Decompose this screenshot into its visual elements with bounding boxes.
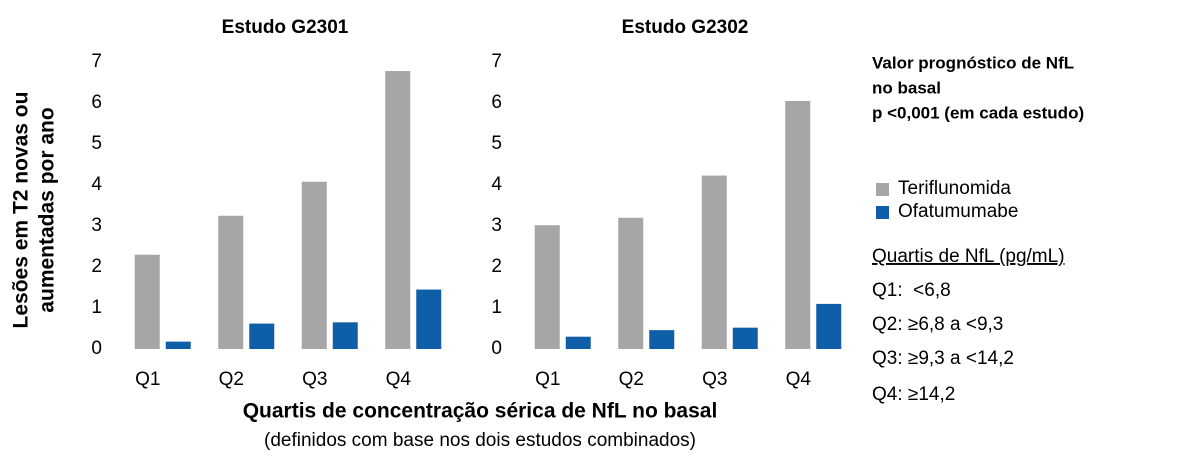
legend-label: Ofatumumabe bbox=[898, 201, 1018, 222]
y-tick-label: 1 bbox=[91, 297, 102, 318]
bar bbox=[785, 100, 811, 349]
y-tick-label: 2 bbox=[91, 256, 102, 277]
y-tick-label: 6 bbox=[91, 92, 102, 113]
y-tick-label: 7 bbox=[91, 51, 102, 72]
quartiles-title: Quartis de NfL (pg/mL) bbox=[872, 246, 1065, 267]
bar bbox=[301, 181, 327, 349]
x-tick-label: Q3 bbox=[702, 369, 727, 390]
quartile-def: Q2: ≥6,8 a <9,3 bbox=[872, 314, 1003, 335]
legend-swatch bbox=[876, 206, 889, 219]
bar bbox=[565, 336, 591, 349]
y-tick-label: 6 bbox=[491, 92, 502, 113]
bar bbox=[249, 323, 275, 349]
bar bbox=[385, 71, 411, 350]
y-axis-label: Lesões em T2 novas ou bbox=[10, 92, 33, 329]
x-axis-note: (definidos com base nos dois estudos com… bbox=[264, 430, 696, 451]
annotation: Valor prognóstico de NfL bbox=[872, 53, 1074, 72]
x-tick-label: Q3 bbox=[302, 369, 327, 390]
bar bbox=[416, 289, 442, 349]
y-tick-label: 4 bbox=[91, 174, 102, 195]
chart-title: Estudo G2302 bbox=[622, 17, 749, 38]
bar bbox=[816, 303, 842, 349]
y-tick-label: 7 bbox=[491, 51, 502, 72]
x-tick-label: Q4 bbox=[386, 369, 412, 390]
bar bbox=[218, 215, 244, 349]
annotation: no basal bbox=[872, 78, 941, 97]
x-tick-label: Q2 bbox=[219, 369, 244, 390]
bar bbox=[165, 341, 191, 349]
bar bbox=[618, 217, 644, 349]
y-tick-label: 2 bbox=[491, 256, 502, 277]
quartile-def: Q3: ≥9,3 a <14,2 bbox=[872, 348, 1014, 369]
x-tick-label: Q4 bbox=[786, 369, 812, 390]
y-tick-label: 3 bbox=[91, 215, 102, 236]
y-tick-label: 1 bbox=[491, 297, 502, 318]
legend-label: Teriflunomida bbox=[898, 178, 1011, 199]
x-tick-label: Q1 bbox=[535, 369, 560, 390]
bar bbox=[649, 330, 675, 349]
bar bbox=[332, 322, 358, 349]
y-tick-label: 5 bbox=[491, 133, 502, 154]
bar bbox=[134, 254, 160, 349]
y-axis-label: aumentadas por ano bbox=[36, 107, 59, 312]
x-axis-label: Quartis de concentração sérica de NfL no… bbox=[243, 400, 718, 423]
quartile-def: Q1: <6,8 bbox=[872, 280, 951, 301]
chart-title: Estudo G2301 bbox=[222, 17, 349, 38]
y-tick-label: 0 bbox=[91, 338, 102, 359]
bar bbox=[732, 327, 758, 349]
y-tick-label: 4 bbox=[491, 174, 502, 195]
y-tick-label: 0 bbox=[491, 338, 502, 359]
x-tick-label: Q1 bbox=[135, 369, 160, 390]
bar bbox=[534, 225, 560, 349]
quartile-def: Q4: ≥14,2 bbox=[872, 384, 955, 405]
y-tick-label: 5 bbox=[91, 133, 102, 154]
y-tick-label: 3 bbox=[491, 215, 502, 236]
annotation: p <0,001 (em cada estudo) bbox=[872, 103, 1084, 122]
x-tick-label: Q2 bbox=[619, 369, 644, 390]
bar bbox=[701, 175, 727, 349]
legend-swatch bbox=[876, 183, 889, 196]
